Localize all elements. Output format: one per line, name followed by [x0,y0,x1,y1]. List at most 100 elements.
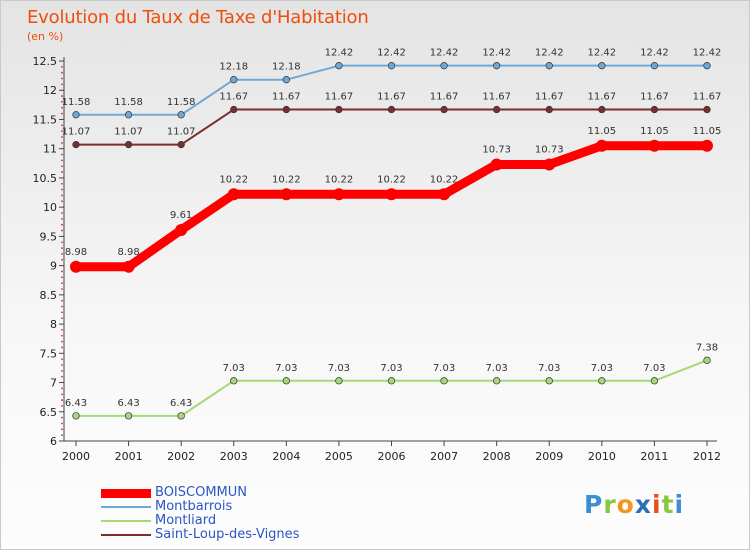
proxiti-logo: Proxiti [584,490,684,519]
x-tick-label: 2005 [325,450,353,463]
y-minor-tick [61,71,63,74]
y-minor-tick [61,223,63,226]
y-minor-tick [61,317,63,320]
data-point [440,62,448,70]
y-minor-tick [61,364,63,366]
legend-swatch [101,488,151,498]
data-point [230,76,238,84]
data-point [385,188,398,201]
y-minor-tick [61,136,63,138]
data-point [335,105,343,114]
data-label: 12.42 [325,48,354,59]
data-label: 11.67 [482,92,511,103]
data-point [703,356,711,364]
data-point [595,139,608,152]
y-minor-tick [61,270,63,273]
data-point [72,111,80,119]
data-point [387,105,396,114]
y-tick-label: 9.5 [40,230,58,243]
data-label: 11.05 [640,126,669,137]
data-point [387,62,396,70]
data-point [72,140,80,149]
data-point [122,260,135,273]
x-tick-label: 2007 [430,450,458,463]
data-label: 12.42 [693,48,722,59]
data-label: 8.98 [65,247,87,258]
data-point [230,377,238,385]
y-minor-tick [61,434,63,437]
y-minor-tick [61,299,63,302]
logo-letter: P [584,490,604,519]
series-labels: 11.07 11.07 11.07 11.67 11.67 11.67 11.67 11.67… [62,48,722,409]
y-minor-tick [61,124,63,127]
y-tick-label: 6 [50,435,57,448]
data-label: 7.03 [328,363,350,374]
data-point [545,62,553,70]
axes: 6 6.5 7 7.5 8 8.5 9 9.5 10 10.5 11 11.5 12 12.5 2000 20… [33,55,722,463]
y-minor-tick [61,101,63,103]
data-point [72,412,80,420]
data-point [650,62,659,70]
y-minor-tick [61,311,63,314]
data-label: 11.67 [377,92,406,103]
y-minor-tick [61,329,63,331]
legend-label: Saint-Loup-des-Vignes [155,527,300,542]
data-label: 7.03 [538,363,560,374]
y-minor-tick [61,375,63,378]
x-tick-label: 2004 [272,450,300,463]
data-point [282,76,290,84]
data-label: 11.67 [272,92,301,103]
logo-letter: x [634,490,652,519]
data-point [335,62,343,70]
data-label: 10.22 [272,174,301,185]
x-tick-label: 2010 [588,450,616,463]
data-point [543,158,556,171]
y-minor-tick [61,65,63,68]
data-point [282,105,290,114]
data-point [124,140,133,149]
data-point [598,62,606,70]
y-minor-tick [61,358,63,361]
y-minor-tick [61,141,63,144]
y-minor-tick [61,422,63,425]
x-tick-label: 2003 [220,450,248,463]
y-tick-label: 9 [50,260,57,273]
data-label: 10.22 [377,174,406,185]
data-point [490,158,503,171]
data-label: 6.43 [65,398,87,409]
data-point [648,139,661,152]
x-tick-label: 2009 [535,450,563,463]
data-point [332,188,345,201]
data-label: 11.07 [167,127,196,138]
data-point [598,105,606,114]
y-tick-label: 6.5 [40,406,58,419]
y-minor-tick [61,159,63,162]
data-point [545,377,553,385]
y-tick-label: 8 [50,318,57,331]
data-label: 7.03 [486,363,508,374]
data-point [177,140,185,149]
data-label: 11.58 [62,97,91,108]
y-tick-label: 11 [43,143,57,156]
y-minor-tick [61,405,63,407]
data-label: 12.42 [377,48,406,59]
x-tick-label: 2001 [115,450,143,463]
y-minor-tick [61,77,63,80]
data-label: 12.18 [272,62,301,73]
logo-letter: r [603,490,617,519]
y-minor-tick [61,416,63,419]
data-label: 11.05 [693,126,722,137]
x-tick-label: 2008 [483,450,511,463]
data-point [70,260,82,273]
y-tick-label: 12 [43,84,57,97]
y-minor-tick [61,305,63,308]
y-minor-tick [61,247,63,249]
y-minor-tick [61,130,63,133]
data-point [440,377,448,385]
data-point [230,105,238,114]
y-minor-tick [61,276,63,279]
y-minor-tick [61,200,63,203]
data-label: 10.73 [535,144,564,155]
data-label: 12.42 [588,48,617,59]
